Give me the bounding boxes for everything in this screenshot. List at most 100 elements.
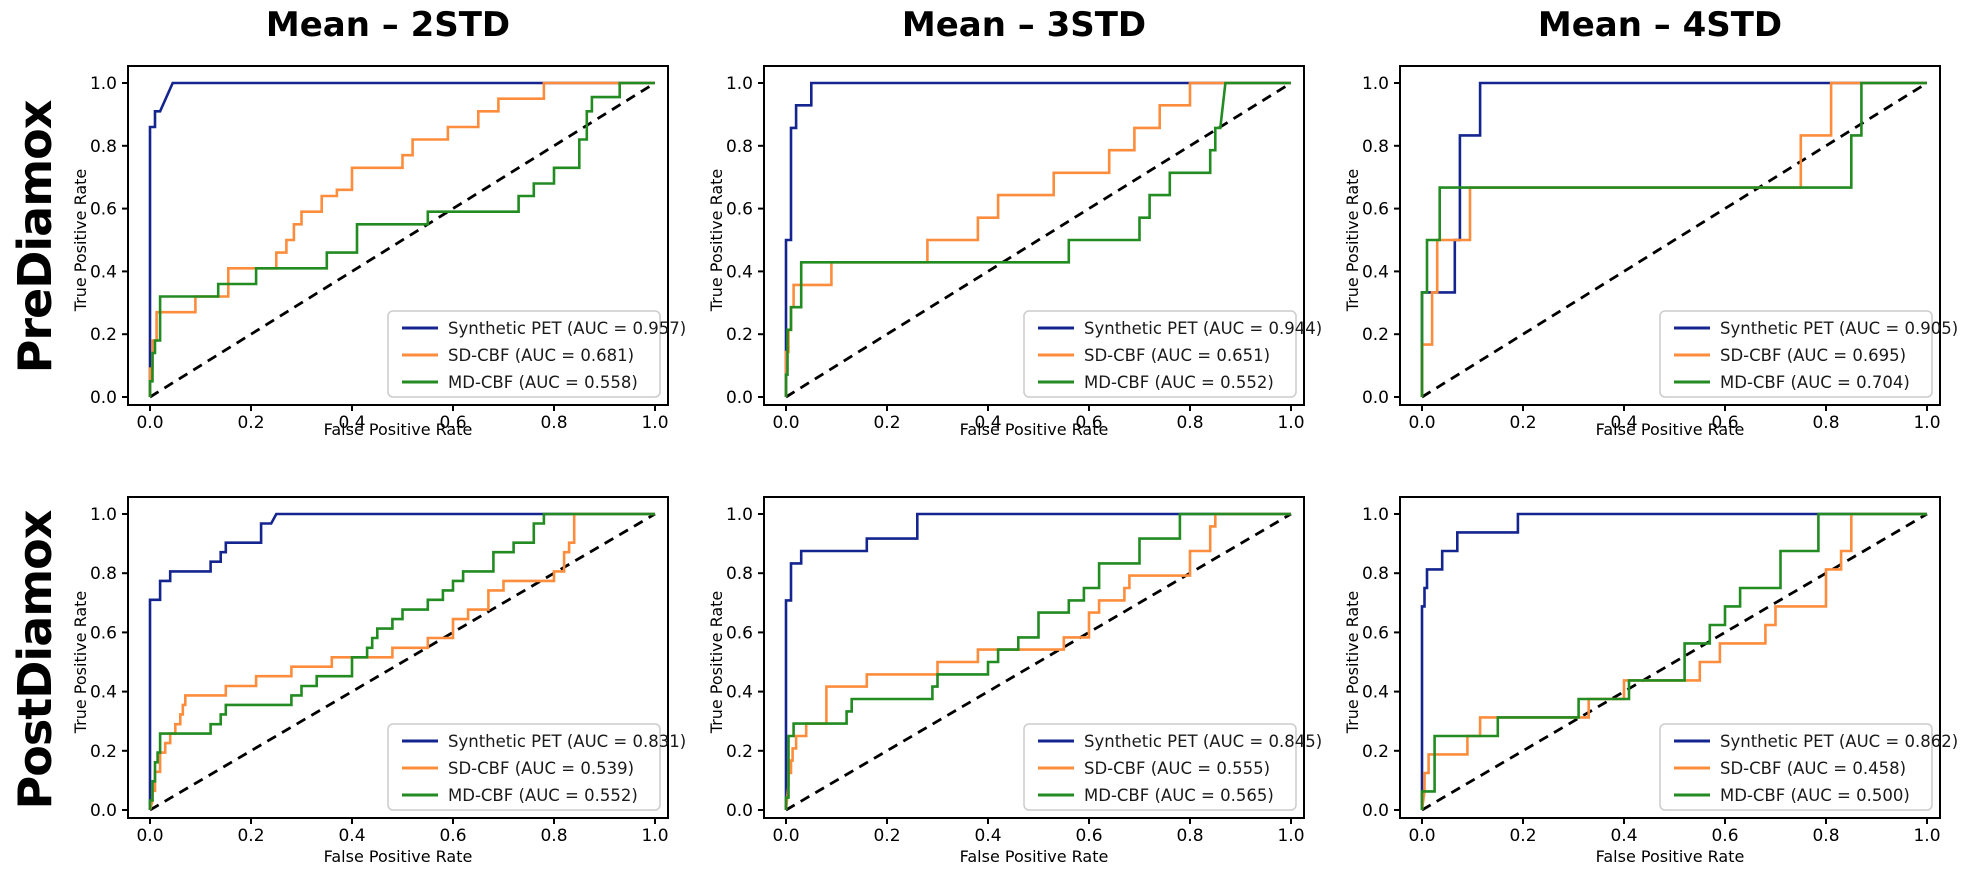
roc-curve-sd-cbf xyxy=(784,512,1291,811)
x-tick-label: 0.2 xyxy=(873,826,900,846)
x-tick-label: 0.8 xyxy=(540,413,567,433)
axes-frame xyxy=(763,496,1305,819)
y-tick-label: 0.8 xyxy=(726,564,753,584)
legend-entry-label: SD-CBF (AUC = 0.681) xyxy=(448,346,634,365)
x-tick-label: 1.0 xyxy=(1913,413,1940,433)
x-tick-label: 0.8 xyxy=(1812,826,1839,846)
x-tick-label: 1.0 xyxy=(1277,413,1304,433)
column-4std: Mean – 4STD 0.0 0.2 0.4 0.6 0.8 1.0 0.0 0.2 0.4 0… xyxy=(1342,0,1978,876)
y-tick-label: 1.0 xyxy=(1362,74,1389,94)
x-tick-label: 0.2 xyxy=(237,826,264,846)
y-tick-label: 0.4 xyxy=(1362,683,1389,703)
column-title-2std: Mean – 2STD xyxy=(265,5,511,45)
x-tick-label: 0.2 xyxy=(873,413,900,433)
chance-diagonal-line xyxy=(149,512,656,812)
y-tick-label: 1.0 xyxy=(726,505,753,525)
x-tick-label: 0.4 xyxy=(974,826,1001,846)
y-tick-label: 0.2 xyxy=(726,742,753,762)
legend-entry-label: SD-CBF (AUC = 0.695) xyxy=(1720,346,1906,365)
roc-curve-synthetic-pet xyxy=(148,81,655,397)
roc-panel-postdiamox-4std: 0.0 0.2 0.4 0.6 0.8 1.0 0.0 0.2 0.4 0.6 0.8 1.0 Fals… xyxy=(1343,496,1958,866)
y-tick-label: 0.8 xyxy=(1362,564,1389,584)
x-tick-label: 1.0 xyxy=(1277,826,1304,846)
x-tick-label: 0.6 xyxy=(439,826,466,846)
y-tick-label: 0.2 xyxy=(726,325,753,345)
x-tick-label: 0.0 xyxy=(772,413,799,433)
column-3std: Mean – 3STD 0.0 0.2 0.4 0.6 0.8 1.0 0.0 0.2 0.4 0… xyxy=(706,0,1342,876)
legend-entry-label: Synthetic PET (AUC = 0.845) xyxy=(1084,732,1322,751)
legend-entry-label: Synthetic PET (AUC = 0.944) xyxy=(1084,319,1322,338)
roc-panel-prediamox-3std: 0.0 0.2 0.4 0.6 0.8 1.0 0.0 0.2 0.4 0.6 0.8 1.0 Fals… xyxy=(707,65,1322,438)
x-tick-label: 0.2 xyxy=(1509,413,1536,433)
x-tick-label: 0.4 xyxy=(338,826,365,846)
y-tick-label: 0.2 xyxy=(1362,742,1389,762)
legend-entry-label: Synthetic PET (AUC = 0.862) xyxy=(1720,732,1958,751)
x-axis-label: False Positive Rate xyxy=(960,847,1109,866)
x-tick-label: 0.6 xyxy=(1711,413,1738,433)
roc-curve-sd-cbf xyxy=(148,512,655,811)
x-tick-label: 0.8 xyxy=(1176,826,1203,846)
x-tick-label: 0.0 xyxy=(136,826,163,846)
y-tick-label: 0.4 xyxy=(90,262,117,282)
x-axis-label: False Positive Rate xyxy=(324,847,473,866)
x-axis-label: False Positive Rate xyxy=(324,420,473,438)
legend-entry-label: MD-CBF (AUC = 0.500) xyxy=(1720,786,1910,805)
roc-panel-prediamox-4std: 0.0 0.2 0.4 0.6 0.8 1.0 0.0 0.2 0.4 0.6 0.8 1.0 Fals… xyxy=(1343,65,1958,438)
chance-diagonal-line xyxy=(785,512,1292,812)
legend-entry-label: Synthetic PET (AUC = 0.957) xyxy=(448,319,686,338)
legend-entry-label: SD-CBF (AUC = 0.539) xyxy=(448,759,634,778)
y-tick-label: 0.6 xyxy=(726,200,753,220)
x-tick-label: 1.0 xyxy=(1913,826,1940,846)
y-tick-label: 1.0 xyxy=(1362,505,1389,525)
x-tick-label: 0.6 xyxy=(1075,826,1102,846)
y-tick-label: 0.2 xyxy=(90,325,117,345)
y-tick-label: 1.0 xyxy=(90,505,117,525)
column-title-3std: Mean – 3STD xyxy=(901,5,1147,45)
x-axis-label: False Positive Rate xyxy=(1596,420,1745,438)
x-tick-label: 0.0 xyxy=(772,826,799,846)
roc-panel-postdiamox-2std: 0.0 0.2 0.4 0.6 0.8 1.0 0.0 0.2 0.4 0.6 0.8 1.0 Fals… xyxy=(71,496,686,866)
legend-box xyxy=(1659,723,1933,811)
x-tick-label: 0.6 xyxy=(1711,826,1738,846)
y-axis-label: True Positive Rate xyxy=(707,169,726,313)
y-tick-label: 0.6 xyxy=(90,200,117,220)
legend-entry-label: MD-CBF (AUC = 0.704) xyxy=(1720,373,1910,392)
y-axis-label: True Positive Rate xyxy=(1343,591,1362,735)
x-tick-label: 0.6 xyxy=(439,413,466,433)
roc-curve-md-cbf xyxy=(148,81,655,397)
chance-diagonal-line xyxy=(1421,81,1928,399)
legend-box xyxy=(1023,723,1297,811)
y-tick-label: 0.8 xyxy=(90,137,117,157)
legend-entry-label: Synthetic PET (AUC = 0.905) xyxy=(1720,319,1958,338)
axes-frame xyxy=(763,65,1305,406)
axes-frame xyxy=(1399,65,1941,406)
axes-frame xyxy=(127,496,669,819)
legend-box xyxy=(387,723,661,811)
y-axis-label: True Positive Rate xyxy=(71,591,90,735)
roc-curve-md-cbf xyxy=(148,512,655,810)
y-tick-label: 0.0 xyxy=(726,388,753,408)
roc-panel-prediamox-2std: 0.0 0.2 0.4 0.6 0.8 1.0 0.0 0.2 0.4 0.6 0.8 1.0 Fals… xyxy=(71,65,686,438)
x-tick-label: 0.8 xyxy=(1812,413,1839,433)
y-tick-label: 0.8 xyxy=(90,564,117,584)
y-axis-label: True Positive Rate xyxy=(707,591,726,735)
roc-curve-md-cbf xyxy=(1420,81,1927,397)
y-axis-label: True Positive Rate xyxy=(71,169,90,313)
roc-curve-sd-cbf xyxy=(1420,81,1927,397)
y-tick-label: 0.4 xyxy=(1362,262,1389,282)
x-tick-label: 0.4 xyxy=(338,413,365,433)
legend-entry-label: MD-CBF (AUC = 0.552) xyxy=(448,786,638,805)
chance-diagonal-line xyxy=(1421,512,1928,812)
y-tick-label: 0.4 xyxy=(726,683,753,703)
roc-curve-sd-cbf xyxy=(148,81,655,397)
y-tick-label: 0.8 xyxy=(1362,137,1389,157)
row-label-postdiamox: PostDiamox xyxy=(8,510,62,810)
x-tick-label: 0.8 xyxy=(1176,413,1203,433)
y-tick-label: 0.2 xyxy=(1362,325,1389,345)
roc-curve-md-cbf xyxy=(1420,512,1927,810)
y-tick-label: 0.0 xyxy=(726,801,753,821)
row-label-prediamox: PreDiamox xyxy=(8,100,62,374)
roc-curve-synthetic-pet xyxy=(784,512,1291,810)
roc-curve-md-cbf xyxy=(784,81,1291,397)
